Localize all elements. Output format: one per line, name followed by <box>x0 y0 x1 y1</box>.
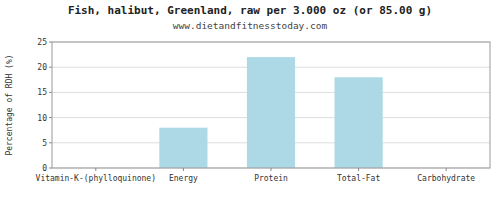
bar <box>247 57 295 168</box>
tick-label: Energy <box>169 174 198 183</box>
tick-mark <box>271 168 272 171</box>
subtitle: www.dietandfitnesstoday.com <box>173 20 328 31</box>
y-axis: 0 5 10 15 20 25 <box>37 38 52 173</box>
plot-frame <box>52 42 490 168</box>
tick-label: Protein <box>254 174 288 183</box>
tick-mark <box>358 168 359 171</box>
tick-label: Carbohydrate <box>417 174 475 183</box>
tick-label: Vitamin-K-(phylloquinone) <box>36 174 156 183</box>
x-axis: Vitamin-K-(phylloquinone) Energy Protein To… <box>36 168 476 183</box>
plot-background <box>52 42 490 168</box>
tick-mark <box>95 168 96 171</box>
chart-container: Fish, halibut, Greenland, raw per 3.000 … <box>0 0 500 200</box>
tick-label: 5 <box>42 139 47 148</box>
chart-svg: Fish, halibut, Greenland, raw per 3.000 … <box>0 0 500 200</box>
y-grid <box>52 42 490 168</box>
y-axis-label: Percentage of RDH (%) <box>5 54 14 155</box>
tick-label: 20 <box>37 63 47 72</box>
tick-mark <box>183 168 184 171</box>
bar <box>159 128 207 168</box>
tick-label: 25 <box>37 38 47 47</box>
title: Fish, halibut, Greenland, raw per 3.000 … <box>68 4 432 17</box>
bars <box>159 57 382 168</box>
tick-mark <box>446 168 447 171</box>
bar <box>335 77 383 168</box>
tick-label: 15 <box>37 88 47 97</box>
tick-label: 10 <box>37 114 47 123</box>
tick-label: Total-Fat <box>337 174 381 183</box>
tick-label: 0 <box>42 164 47 173</box>
